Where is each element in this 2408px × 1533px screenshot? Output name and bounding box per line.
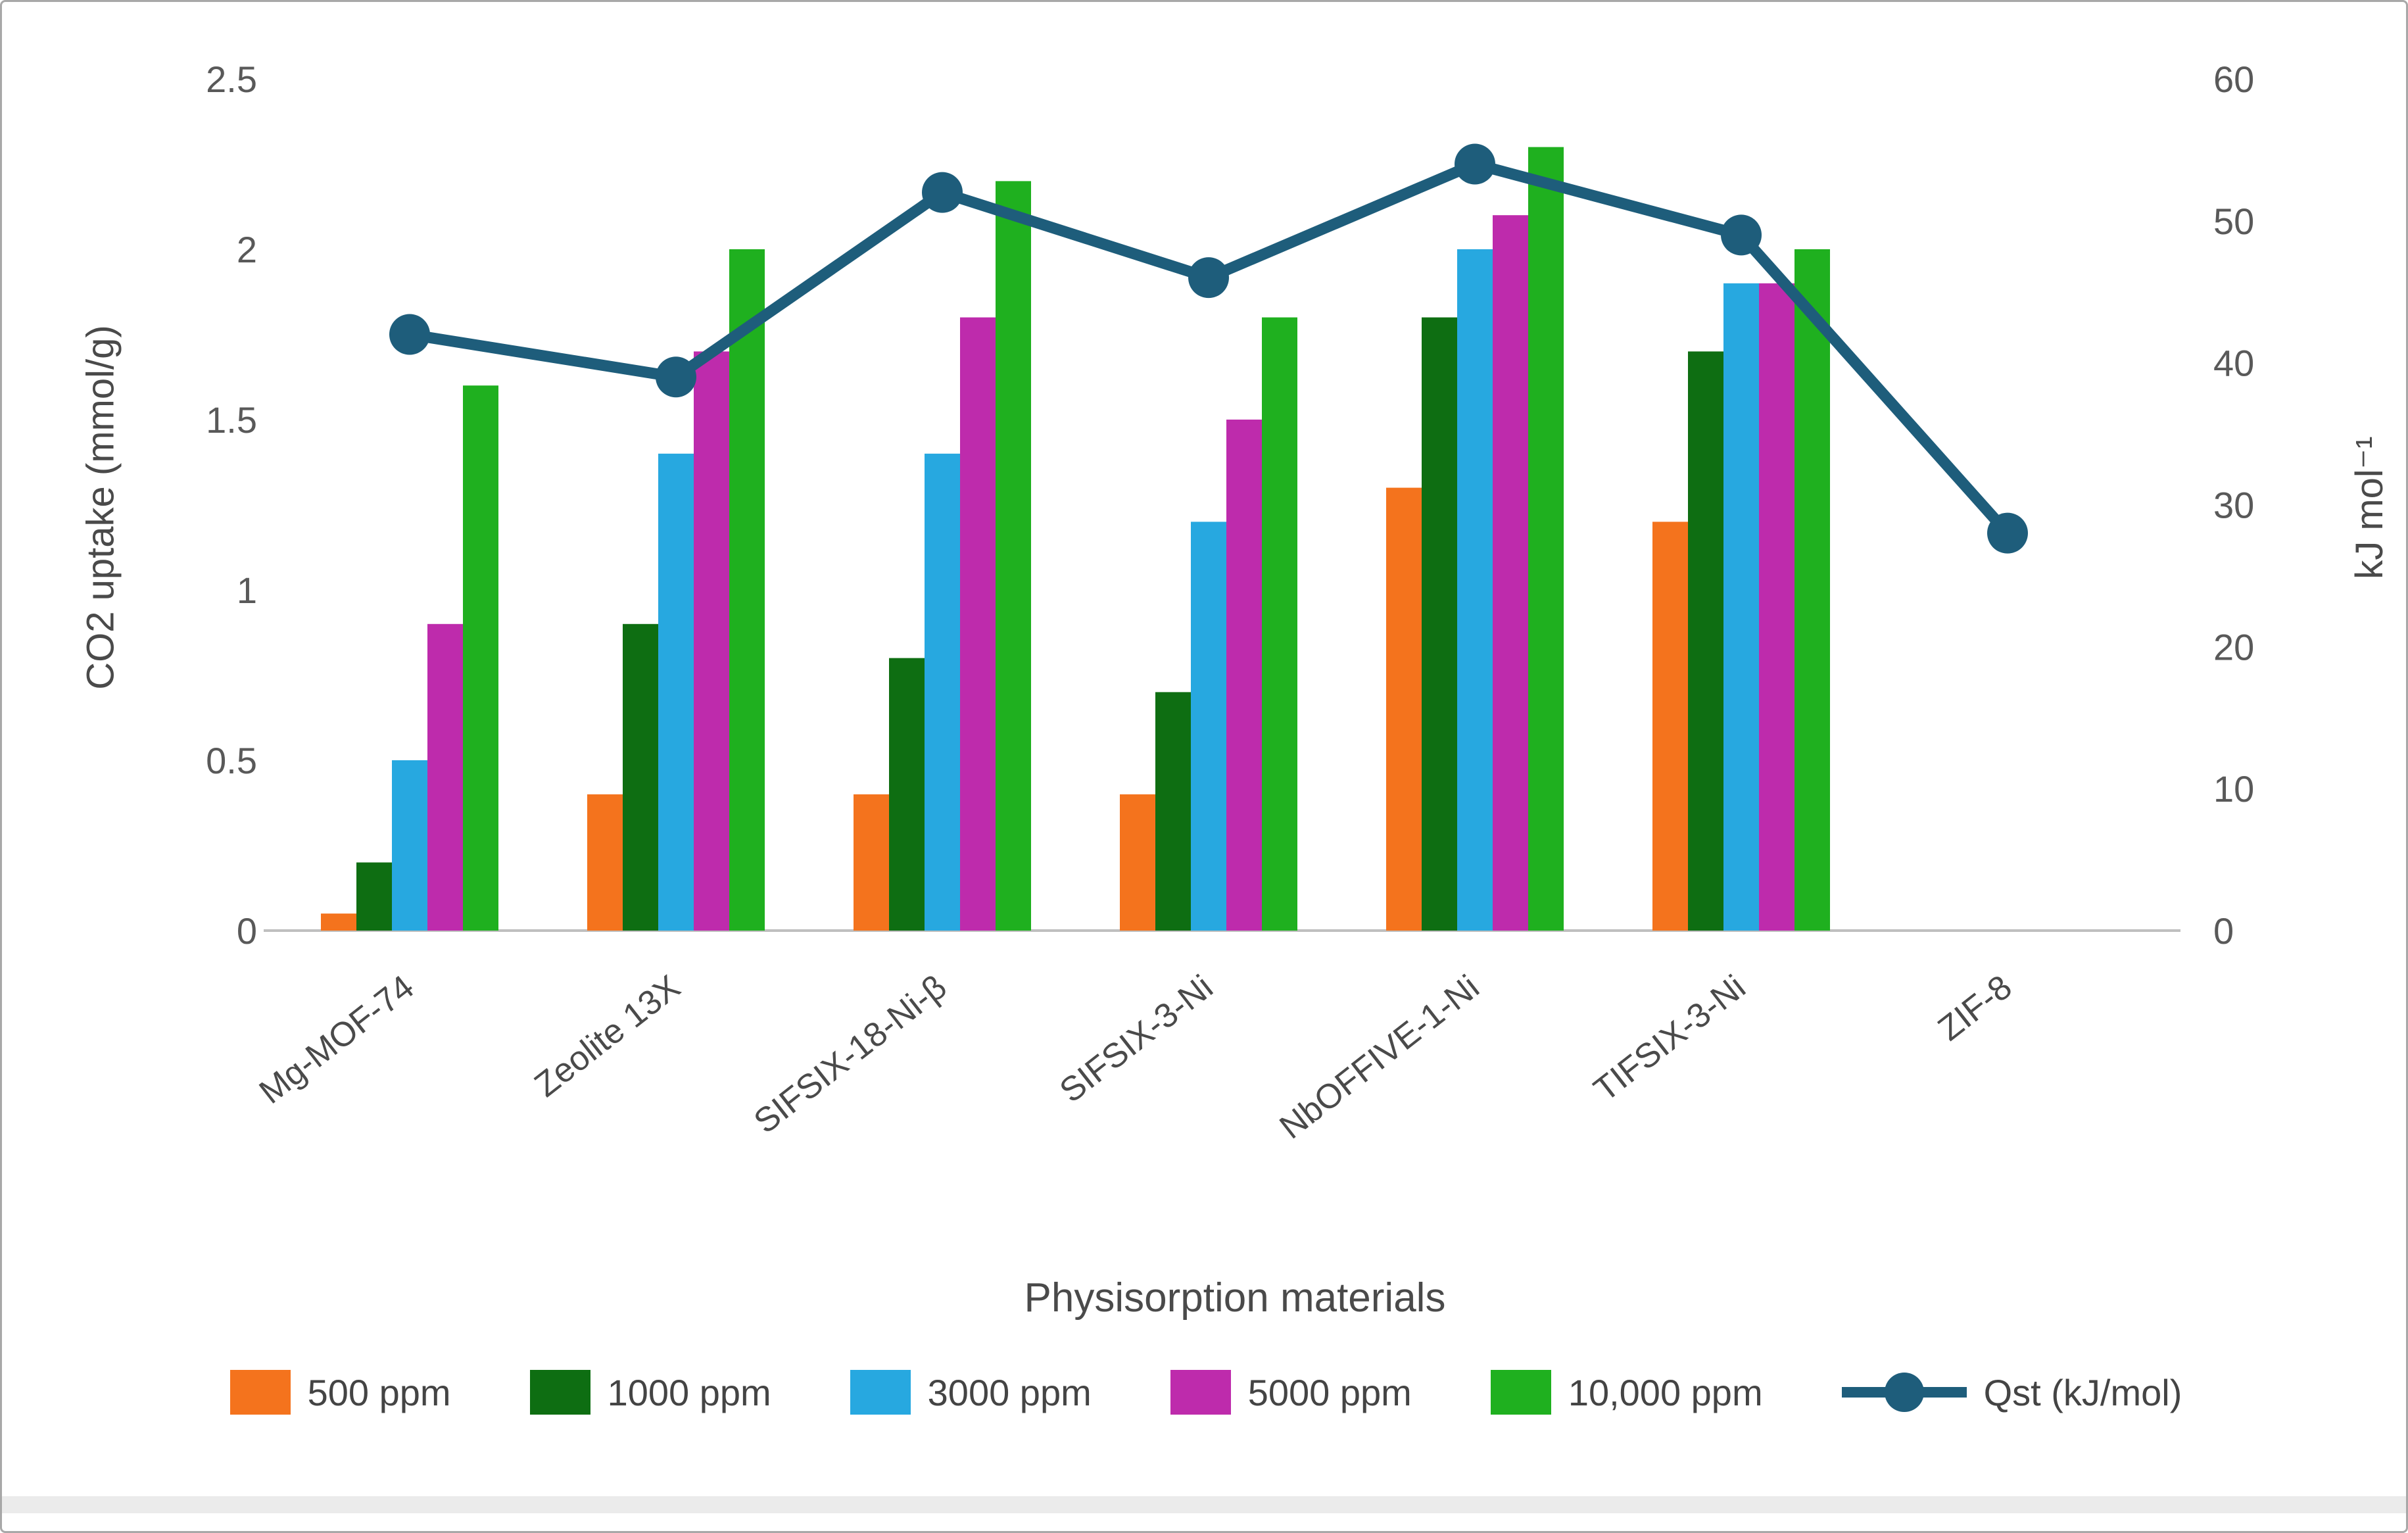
legend-label: Qst (kJ/mol) bbox=[1983, 1371, 2182, 1413]
line-marker-NbOFFIVE-1-Ni bbox=[1455, 143, 1495, 185]
left-axis-tick-label: 0.5 bbox=[206, 740, 257, 781]
bar-10000ppm-NbOFFIVE-1-Ni bbox=[1528, 147, 1564, 931]
right-axis-tick-label: 50 bbox=[2213, 201, 2254, 242]
line-marker-Zeolite 13X bbox=[656, 356, 696, 398]
line-marker-SIFSIX-3-Ni bbox=[1188, 257, 1229, 299]
legend-swatch bbox=[1490, 1370, 1551, 1415]
category-label: Mg-MOF-74 bbox=[253, 968, 421, 1111]
right-axis-tick-label: 10 bbox=[2213, 768, 2254, 810]
bar-10000ppm-Mg-MOF-74 bbox=[463, 385, 498, 931]
legend-swatch bbox=[529, 1370, 590, 1415]
bar-3000ppm-Zeolite 13X bbox=[658, 453, 694, 931]
x-axis-title: Physisorption materials bbox=[1024, 1275, 1446, 1321]
bar-1000ppm-TIFSIX-3-Ni bbox=[1688, 351, 1723, 931]
bar-3000ppm-TIFSIX-3-Ni bbox=[1723, 283, 1759, 931]
bar-3000ppm-NbOFFIVE-1-Ni bbox=[1457, 249, 1493, 931]
bar-3000ppm-Mg-MOF-74 bbox=[392, 760, 427, 931]
legend-swatch bbox=[1170, 1370, 1231, 1415]
legend-line-swatch bbox=[1841, 1373, 1967, 1412]
legend: 500 ppm 1000 ppm 3000 ppm 5000 ppm 10,000 pp… bbox=[2, 1370, 2406, 1415]
bar-3000ppm-SIFSIX-18-Ni-β bbox=[925, 453, 960, 931]
right-axis-tick-label: 40 bbox=[2213, 343, 2254, 384]
left-axis-tick-label: 0 bbox=[237, 910, 257, 952]
bar-1000ppm-SIFSIX-18-Ni-β bbox=[889, 658, 925, 931]
bar-1000ppm-Zeolite 13X bbox=[623, 623, 658, 931]
legend-item-500ppm: 500 ppm bbox=[229, 1370, 451, 1415]
line-marker-SIFSIX-18-Ni-β bbox=[922, 172, 963, 213]
legend-item-10000ppm: 10,000 ppm bbox=[1490, 1370, 1763, 1415]
right-axis-title: kJ mol⁻¹ bbox=[2348, 436, 2391, 579]
line-marker-Mg-MOF-74 bbox=[389, 314, 430, 355]
bar-500ppm-NbOFFIVE-1-Ni bbox=[1386, 487, 1422, 931]
bar-1000ppm-Mg-MOF-74 bbox=[356, 862, 392, 931]
legend-item-5000ppm: 5000 ppm bbox=[1170, 1370, 1412, 1415]
legend-swatch bbox=[850, 1370, 911, 1415]
category-label: SIFSIX-18-Ni-β bbox=[747, 968, 953, 1141]
legend-item-1000ppm: 1000 ppm bbox=[529, 1370, 771, 1415]
right-axis-tick-label: 0 bbox=[2213, 910, 2234, 952]
bar-500ppm-SIFSIX-3-Ni bbox=[1120, 794, 1155, 931]
legend-label: 5000 ppm bbox=[1247, 1371, 1412, 1413]
right-axis-tick-label: 60 bbox=[2213, 59, 2254, 100]
bar-10000ppm-TIFSIX-3-Ni bbox=[1794, 249, 1830, 931]
line-marker-TIFSIX-3-Ni bbox=[1721, 214, 1762, 256]
category-label: TIFSIX-3-Ni bbox=[1587, 968, 1752, 1109]
left-axis-tick-label: 2 bbox=[237, 229, 257, 270]
bar-5000ppm-SIFSIX-3-Ni bbox=[1226, 420, 1262, 931]
bar-5000ppm-SIFSIX-18-Ni-β bbox=[960, 317, 996, 931]
bar-500ppm-Mg-MOF-74 bbox=[321, 913, 356, 931]
left-axis-tick-label: 1 bbox=[237, 570, 257, 611]
bar-5000ppm-Zeolite 13X bbox=[694, 351, 729, 931]
bar-500ppm-TIFSIX-3-Ni bbox=[1652, 522, 1688, 931]
bar-5000ppm-TIFSIX-3-Ni bbox=[1759, 283, 1794, 931]
legend-label: 10,000 ppm bbox=[1568, 1371, 1763, 1413]
bar-10000ppm-SIFSIX-3-Ni bbox=[1262, 317, 1297, 931]
left-axis-tick-label: 1.5 bbox=[206, 399, 257, 441]
line-marker-ZIF-8 bbox=[1987, 512, 2028, 554]
category-label: ZIF-8 bbox=[1931, 968, 2019, 1048]
legend-label: 1000 ppm bbox=[607, 1371, 771, 1413]
left-axis-tick-label: 2.5 bbox=[206, 59, 257, 100]
right-axis-tick-label: 20 bbox=[2213, 626, 2254, 668]
bar-1000ppm-SIFSIX-3-Ni bbox=[1155, 692, 1191, 931]
bar-5000ppm-NbOFFIVE-1-Ni bbox=[1493, 215, 1528, 931]
bar-10000ppm-Zeolite 13X bbox=[729, 249, 765, 931]
legend-item-QstkJmol: Qst (kJ/mol) bbox=[1841, 1370, 2182, 1415]
bar-3000ppm-SIFSIX-3-Ni bbox=[1191, 522, 1226, 931]
bar-5000ppm-Mg-MOF-74 bbox=[427, 623, 463, 931]
bar-500ppm-SIFSIX-18-Ni-β bbox=[854, 794, 889, 931]
right-axis-tick-label: 30 bbox=[2213, 485, 2254, 526]
left-axis-title: CO2 uptake (mmol/g) bbox=[79, 325, 122, 690]
category-label: Zeolite 13X bbox=[527, 968, 687, 1105]
legend-label: 500 ppm bbox=[307, 1371, 451, 1413]
bar-1000ppm-NbOFFIVE-1-Ni bbox=[1422, 317, 1457, 931]
legend-swatch bbox=[229, 1370, 291, 1415]
legend-label: 3000 ppm bbox=[927, 1371, 1092, 1413]
bar-10000ppm-SIFSIX-18-Ni-β bbox=[996, 181, 1031, 931]
bar-500ppm-Zeolite 13X bbox=[587, 794, 623, 931]
bottom-page-strip bbox=[2, 1496, 2406, 1513]
category-label: NbOFFIVE-1-Ni bbox=[1273, 968, 1487, 1147]
category-label: SIFSIX-3-Ni bbox=[1053, 968, 1220, 1110]
legend-item-3000ppm: 3000 ppm bbox=[850, 1370, 1092, 1415]
